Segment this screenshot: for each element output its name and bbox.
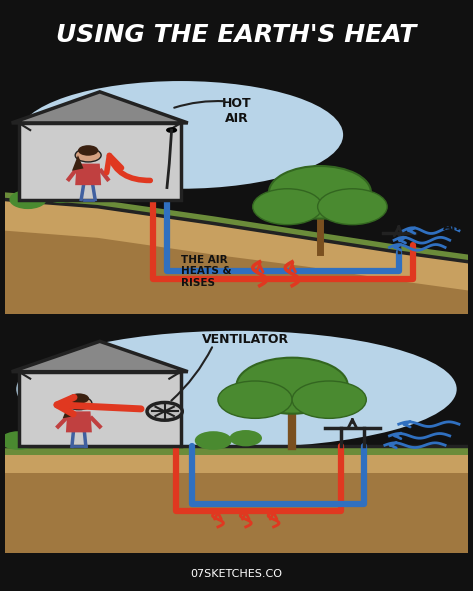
- Circle shape: [69, 394, 89, 404]
- Circle shape: [253, 189, 322, 225]
- Polygon shape: [5, 454, 468, 553]
- Polygon shape: [62, 403, 74, 418]
- Ellipse shape: [16, 331, 457, 447]
- Polygon shape: [18, 372, 181, 446]
- Circle shape: [147, 402, 182, 420]
- Text: COLD
AIR: COLD AIR: [437, 204, 473, 233]
- Polygon shape: [75, 164, 101, 185]
- Polygon shape: [5, 192, 468, 262]
- Circle shape: [44, 186, 77, 203]
- Circle shape: [317, 189, 387, 225]
- Polygon shape: [12, 342, 188, 372]
- Text: THE AIR
HEATS &
RISES: THE AIR HEATS & RISES: [181, 255, 231, 288]
- Circle shape: [162, 410, 167, 413]
- Circle shape: [30, 430, 62, 446]
- Circle shape: [195, 431, 232, 450]
- Polygon shape: [5, 200, 468, 314]
- Circle shape: [9, 190, 46, 209]
- Circle shape: [66, 397, 92, 410]
- Circle shape: [75, 148, 101, 162]
- Text: VENTILATOR: VENTILATOR: [202, 333, 289, 346]
- Circle shape: [236, 358, 348, 414]
- Polygon shape: [72, 155, 84, 171]
- Circle shape: [292, 381, 366, 418]
- Text: HOT
AIR: HOT AIR: [222, 96, 251, 125]
- Circle shape: [166, 127, 177, 133]
- Polygon shape: [66, 411, 92, 433]
- Circle shape: [78, 145, 98, 155]
- Circle shape: [218, 381, 292, 418]
- Circle shape: [269, 166, 371, 219]
- Polygon shape: [18, 123, 181, 200]
- Text: 07SKETCHES.CO: 07SKETCHES.CO: [191, 569, 282, 579]
- Polygon shape: [12, 92, 188, 123]
- Text: USING THE EARTH'S HEAT: USING THE EARTH'S HEAT: [56, 23, 417, 47]
- Circle shape: [229, 430, 262, 446]
- Ellipse shape: [18, 81, 343, 189]
- Polygon shape: [5, 230, 468, 314]
- Polygon shape: [5, 473, 468, 553]
- Polygon shape: [5, 446, 468, 454]
- Circle shape: [0, 431, 37, 450]
